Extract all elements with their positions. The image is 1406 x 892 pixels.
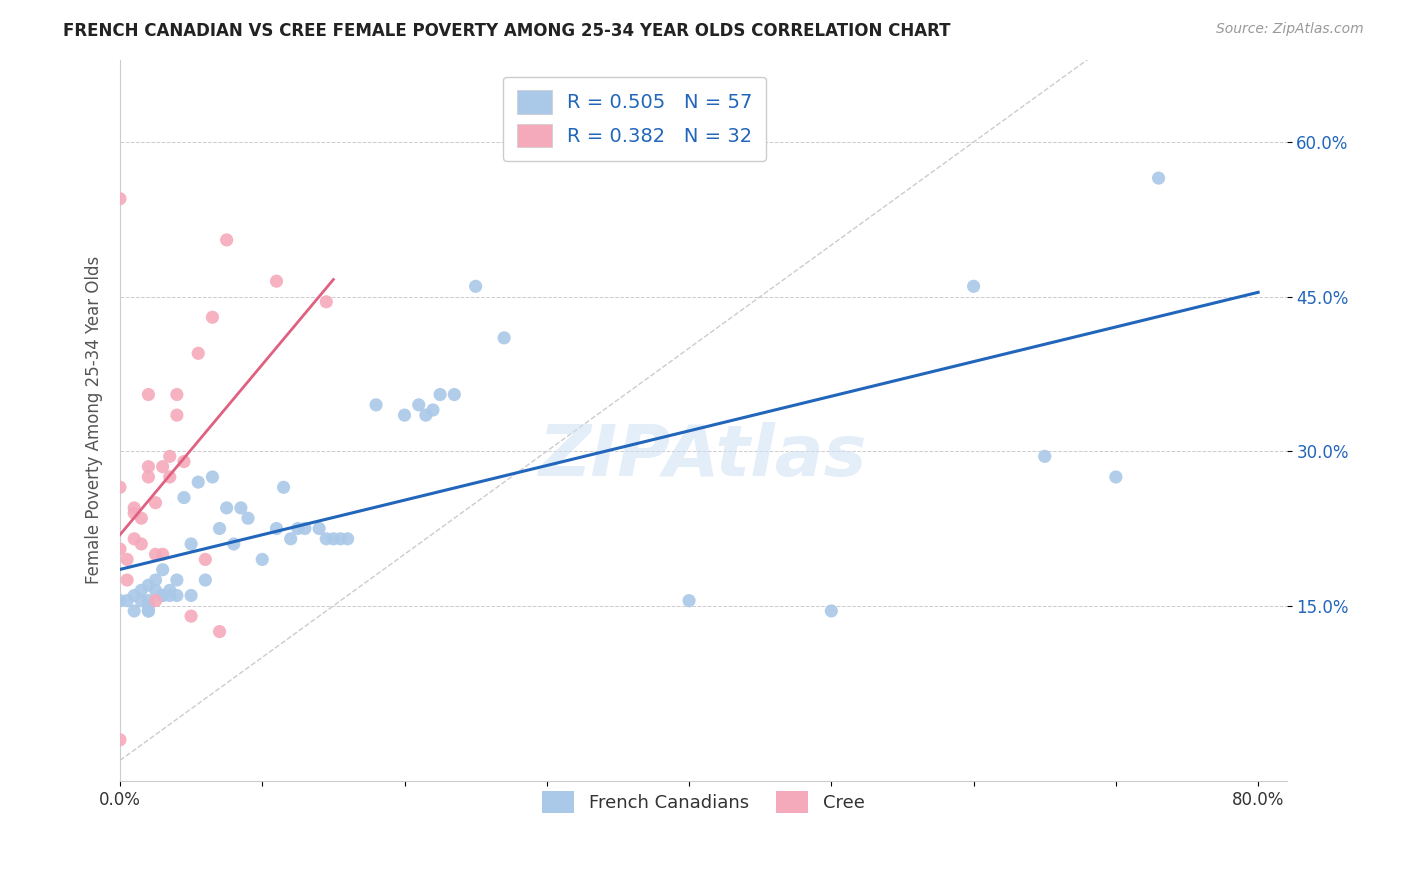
Point — [108, 480, 131, 494]
Point — [166, 387, 188, 401]
Point — [138, 387, 160, 401]
Point — [678, 593, 700, 607]
Point — [131, 583, 153, 598]
Point — [166, 408, 188, 422]
Point — [138, 593, 160, 607]
Point — [131, 511, 153, 525]
Point — [429, 387, 451, 401]
Point — [329, 532, 352, 546]
Point — [173, 491, 195, 505]
Point — [180, 537, 202, 551]
Text: FRENCH CANADIAN VS CREE FEMALE POVERTY AMONG 25-34 YEAR OLDS CORRELATION CHART: FRENCH CANADIAN VS CREE FEMALE POVERTY A… — [63, 22, 950, 40]
Point — [322, 532, 344, 546]
Point — [1105, 470, 1128, 484]
Point — [315, 532, 337, 546]
Point — [159, 589, 181, 603]
Point — [187, 475, 209, 490]
Point — [108, 732, 131, 747]
Point — [138, 578, 160, 592]
Point — [962, 279, 984, 293]
Point — [108, 542, 131, 557]
Point — [464, 279, 486, 293]
Point — [266, 521, 288, 535]
Point — [820, 604, 842, 618]
Point — [443, 387, 465, 401]
Y-axis label: Female Poverty Among 25-34 Year Olds: Female Poverty Among 25-34 Year Olds — [86, 256, 103, 584]
Point — [180, 609, 202, 624]
Point — [194, 573, 217, 587]
Point — [166, 589, 188, 603]
Point — [222, 537, 245, 551]
Point — [152, 459, 174, 474]
Point — [145, 583, 167, 598]
Point — [208, 521, 231, 535]
Point — [108, 192, 131, 206]
Point — [138, 604, 160, 618]
Point — [273, 480, 295, 494]
Point — [131, 537, 153, 551]
Point — [208, 624, 231, 639]
Point — [308, 521, 330, 535]
Point — [159, 470, 181, 484]
Point — [394, 408, 416, 422]
Point — [145, 547, 167, 561]
Point — [1147, 171, 1170, 186]
Legend: French Canadians, Cree: French Canadians, Cree — [529, 779, 877, 826]
Point — [131, 593, 153, 607]
Point — [122, 500, 145, 515]
Point — [187, 346, 209, 360]
Point — [1033, 450, 1056, 464]
Point — [215, 233, 238, 247]
Point — [152, 547, 174, 561]
Point — [408, 398, 430, 412]
Point — [287, 521, 309, 535]
Point — [115, 573, 138, 587]
Point — [152, 589, 174, 603]
Point — [122, 589, 145, 603]
Text: Source: ZipAtlas.com: Source: ZipAtlas.com — [1216, 22, 1364, 37]
Point — [152, 563, 174, 577]
Point — [415, 408, 437, 422]
Point — [280, 532, 302, 546]
Point — [166, 573, 188, 587]
Point — [266, 274, 288, 288]
Point — [145, 496, 167, 510]
Point — [229, 500, 252, 515]
Point — [122, 604, 145, 618]
Point — [108, 593, 131, 607]
Point — [201, 310, 224, 325]
Point — [201, 470, 224, 484]
Point — [194, 552, 217, 566]
Point — [236, 511, 259, 525]
Point — [315, 294, 337, 309]
Point — [494, 331, 516, 345]
Point — [138, 459, 160, 474]
Point — [364, 398, 387, 412]
Point — [138, 599, 160, 613]
Point — [152, 589, 174, 603]
Point — [122, 532, 145, 546]
Point — [173, 454, 195, 468]
Point — [145, 573, 167, 587]
Point — [115, 552, 138, 566]
Point — [180, 589, 202, 603]
Point — [336, 532, 359, 546]
Point — [215, 500, 238, 515]
Point — [252, 552, 274, 566]
Point — [159, 583, 181, 598]
Point — [159, 450, 181, 464]
Point — [115, 593, 138, 607]
Point — [294, 521, 316, 535]
Point — [145, 593, 167, 607]
Point — [138, 604, 160, 618]
Point — [422, 403, 444, 417]
Point — [138, 470, 160, 484]
Point — [122, 506, 145, 520]
Text: ZIPAtlas: ZIPAtlas — [538, 422, 868, 491]
